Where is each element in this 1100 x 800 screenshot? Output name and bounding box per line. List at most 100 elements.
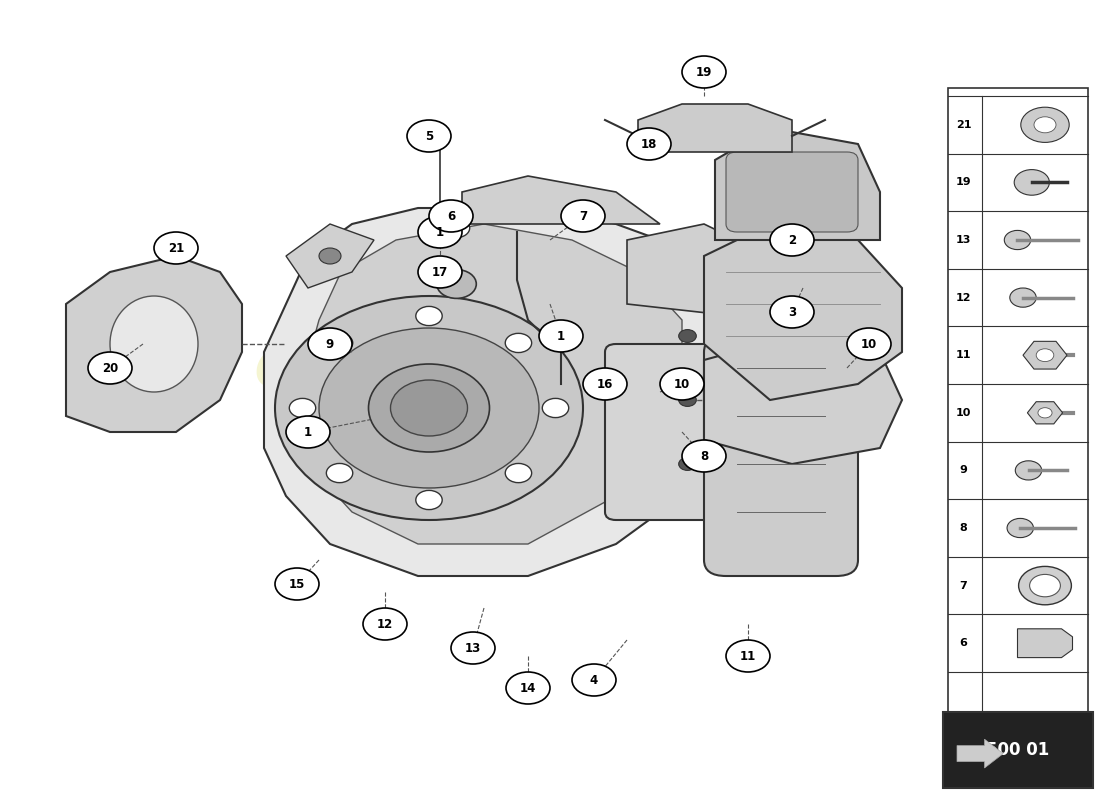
Circle shape <box>1010 288 1036 307</box>
Circle shape <box>682 440 726 472</box>
Polygon shape <box>627 224 770 320</box>
Circle shape <box>275 568 319 600</box>
Circle shape <box>726 640 770 672</box>
Text: 12: 12 <box>956 293 971 302</box>
Text: 3: 3 <box>788 306 796 318</box>
Text: 11: 11 <box>740 650 756 662</box>
Circle shape <box>319 328 539 488</box>
Text: 10: 10 <box>956 408 971 418</box>
Circle shape <box>1021 107 1069 142</box>
Text: 500 01: 500 01 <box>987 742 1049 759</box>
Circle shape <box>416 490 442 510</box>
Text: 17: 17 <box>432 266 448 278</box>
Polygon shape <box>264 208 748 576</box>
Circle shape <box>368 364 490 452</box>
Text: euroRares: euroRares <box>253 334 671 402</box>
Circle shape <box>542 398 569 418</box>
Text: 8: 8 <box>959 523 968 533</box>
Bar <box>948 88 1088 712</box>
Circle shape <box>443 218 470 238</box>
Circle shape <box>770 224 814 256</box>
Text: 1: 1 <box>557 330 565 342</box>
Circle shape <box>1019 566 1071 605</box>
Circle shape <box>583 368 627 400</box>
FancyBboxPatch shape <box>726 152 858 232</box>
Circle shape <box>286 416 330 448</box>
Ellipse shape <box>110 296 198 392</box>
Circle shape <box>660 368 704 400</box>
Text: 6: 6 <box>959 638 968 648</box>
Text: 14: 14 <box>520 682 536 694</box>
Circle shape <box>451 632 495 664</box>
Circle shape <box>682 56 726 88</box>
Polygon shape <box>286 224 374 288</box>
Text: 4: 4 <box>590 674 598 686</box>
Text: 8: 8 <box>700 450 708 462</box>
Circle shape <box>418 216 462 248</box>
Text: 10: 10 <box>861 338 877 350</box>
Circle shape <box>88 352 132 384</box>
Text: 21: 21 <box>168 242 184 254</box>
Text: 20: 20 <box>102 362 118 374</box>
Circle shape <box>572 664 616 696</box>
Circle shape <box>505 463 531 482</box>
Polygon shape <box>704 336 902 464</box>
Circle shape <box>1038 408 1052 418</box>
Polygon shape <box>297 224 682 544</box>
Text: 2: 2 <box>788 234 796 246</box>
Polygon shape <box>66 256 242 432</box>
Circle shape <box>416 306 442 326</box>
Text: 13: 13 <box>465 642 481 654</box>
Circle shape <box>505 334 531 353</box>
Circle shape <box>319 248 341 264</box>
Text: 21: 21 <box>956 120 971 130</box>
Text: 16: 16 <box>597 378 613 390</box>
Text: 15: 15 <box>289 578 305 590</box>
Circle shape <box>770 296 814 328</box>
Circle shape <box>1008 518 1034 538</box>
Text: 19: 19 <box>696 66 712 78</box>
Text: 6: 6 <box>447 210 455 222</box>
Circle shape <box>506 672 550 704</box>
Circle shape <box>539 320 583 352</box>
FancyBboxPatch shape <box>943 712 1093 788</box>
Circle shape <box>429 200 473 232</box>
Circle shape <box>679 458 696 470</box>
Text: 10: 10 <box>674 378 690 390</box>
Polygon shape <box>715 128 880 240</box>
Circle shape <box>561 200 605 232</box>
Polygon shape <box>1018 629 1072 658</box>
Polygon shape <box>462 176 660 224</box>
Polygon shape <box>1027 402 1063 424</box>
Polygon shape <box>1023 342 1067 369</box>
Circle shape <box>275 296 583 520</box>
FancyBboxPatch shape <box>704 336 858 576</box>
Circle shape <box>390 380 468 436</box>
Polygon shape <box>957 739 1003 768</box>
Circle shape <box>1004 230 1031 250</box>
Circle shape <box>1034 117 1056 133</box>
Text: 11: 11 <box>956 350 971 360</box>
Circle shape <box>418 256 462 288</box>
Text: 9: 9 <box>326 338 334 350</box>
FancyBboxPatch shape <box>605 344 770 520</box>
Text: 9: 9 <box>959 466 968 475</box>
Circle shape <box>1036 349 1054 362</box>
Circle shape <box>327 334 353 353</box>
Circle shape <box>679 394 696 406</box>
Text: 1: 1 <box>304 426 312 438</box>
Text: 7: 7 <box>959 581 968 590</box>
Text: 1: 1 <box>436 226 444 238</box>
Circle shape <box>308 328 352 360</box>
Polygon shape <box>704 224 902 400</box>
Circle shape <box>154 232 198 264</box>
Text: 5: 5 <box>425 130 433 142</box>
Circle shape <box>847 328 891 360</box>
Circle shape <box>437 270 476 298</box>
Text: 19: 19 <box>956 178 971 187</box>
Circle shape <box>289 398 316 418</box>
Circle shape <box>1030 574 1060 597</box>
Text: 18: 18 <box>641 138 657 150</box>
Text: a passion for parts since 1985: a passion for parts since 1985 <box>315 454 609 474</box>
Text: 7: 7 <box>579 210 587 222</box>
